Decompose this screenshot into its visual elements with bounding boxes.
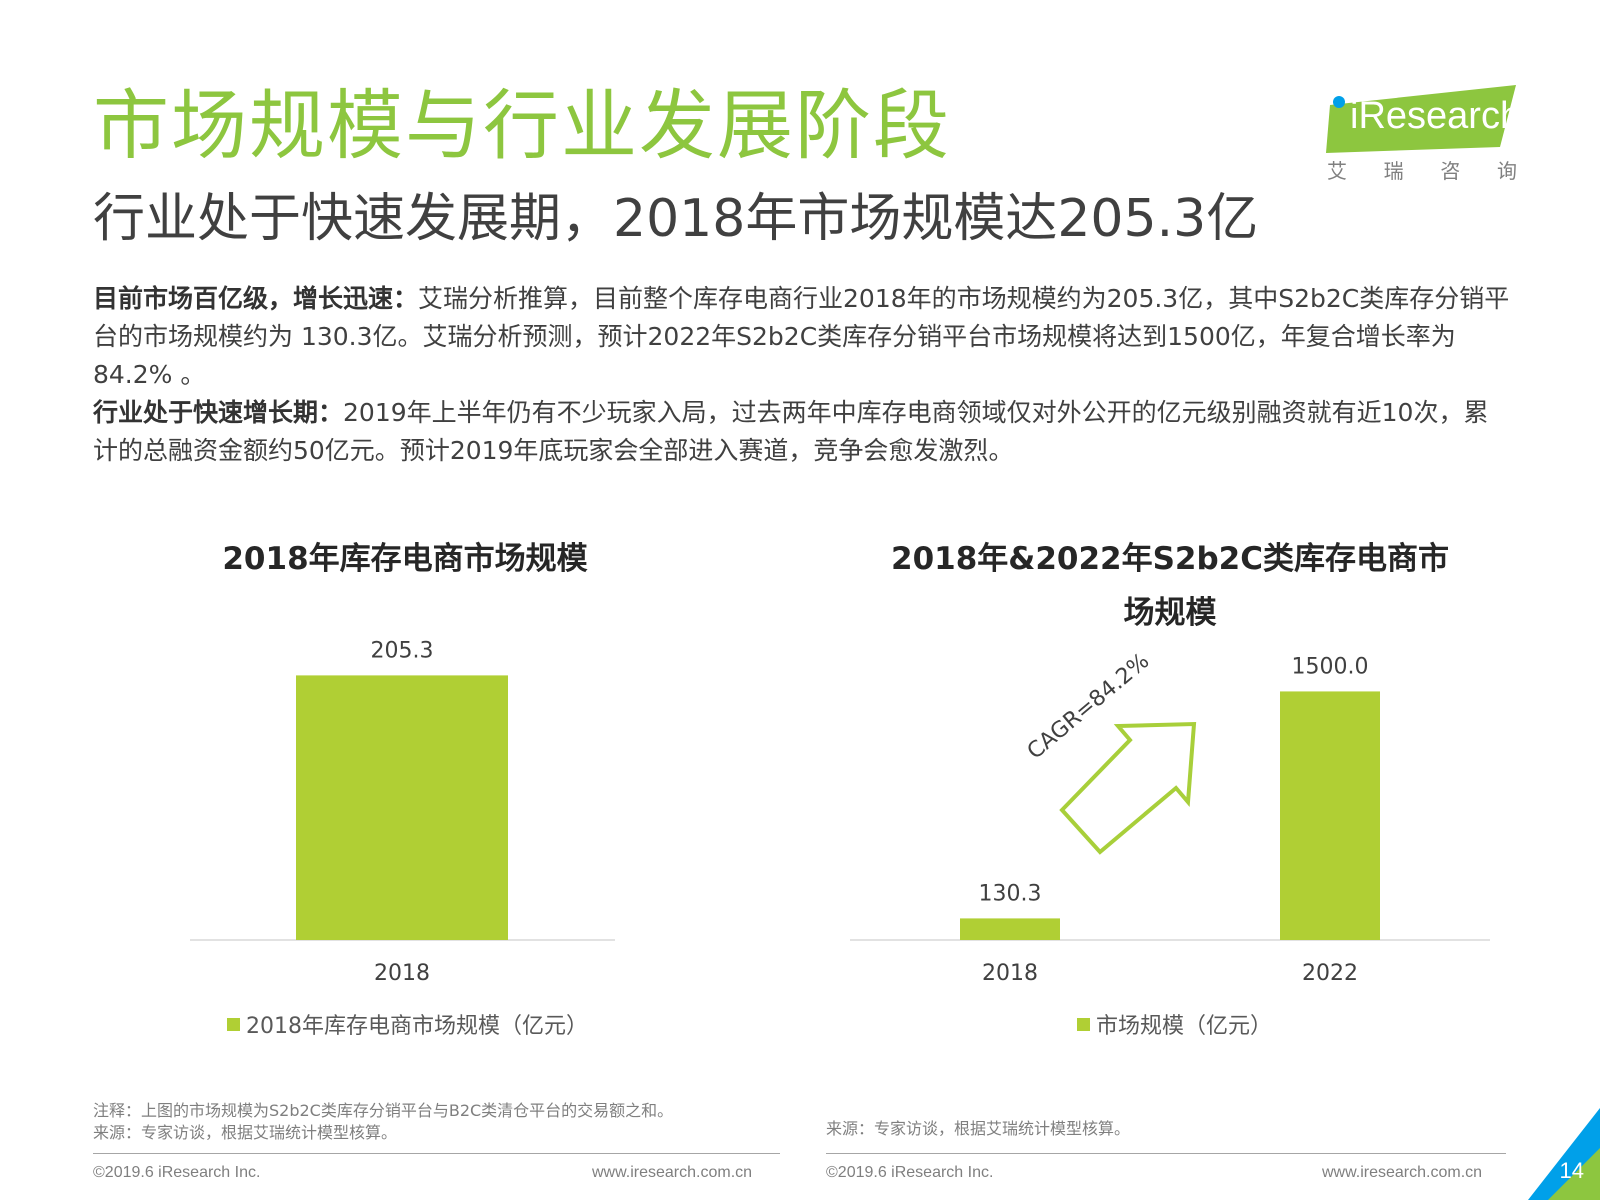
page-number: 14 — [1559, 1158, 1584, 1183]
legend-swatch — [227, 1017, 240, 1031]
logo-char: 瑞 — [1383, 159, 1404, 183]
chart2-legend: 市场规模（亿元） — [1077, 1008, 1272, 1040]
footer-url-right[interactable]: www.iresearch.com.cn — [1322, 1164, 1483, 1181]
paragraph-growth-stage: 行业处于快速增长期：2019年上半年仍有不少玩家入局，过去两年中库存电商领域仅对… — [93, 394, 1513, 470]
bar — [1280, 691, 1380, 940]
legend-swatch — [1077, 1017, 1090, 1031]
logo-brand-text: iResearch — [1350, 95, 1522, 137]
footer-url-left[interactable]: www.iresearch.com.cn — [592, 1164, 753, 1181]
cagr-arrow-icon — [1059, 721, 1197, 855]
footer-divider-right — [826, 1153, 1506, 1154]
chart1-title: 2018年库存电商市场规模 — [222, 541, 588, 577]
page-title: 市场规模与行业发展阶段 — [93, 81, 951, 170]
logo-char: 艾 — [1327, 159, 1347, 183]
legend-label: 市场规模（亿元） — [1096, 1014, 1273, 1039]
paragraph-content: 2019年上半年仍有不少玩家入局，过去两年中库存电商领域仅对外公开的亿元级别融资… — [93, 398, 1489, 465]
paragraph-content: 艾瑞分析推算，目前整个库存电商行业2018年的市场规模约为205.3亿，其中S2… — [93, 284, 1510, 389]
data-label: 205.3 — [371, 638, 434, 663]
footer-divider-left — [93, 1153, 780, 1154]
footer-copyright-left: ©2019.6 iResearch Inc. — [93, 1164, 261, 1181]
logo-shape-icon — [1326, 85, 1516, 153]
iresearch-logo: iResearch 艾 瑞 咨 询 — [1320, 85, 1522, 185]
paragraph-lead: 行业处于快速增长期： — [93, 398, 344, 427]
chart-note: 注释：上图的市场规模为S2b2C类库存分销平台与B2C类清仓平台的交易额之和。 — [93, 1101, 674, 1120]
body-text: 目前市场百亿级，增长迅速：艾瑞分析推算，目前整个库存电商行业2018年的市场规模… — [93, 280, 1513, 470]
logo-chinese-name: 艾 瑞 咨 询 — [1327, 155, 1517, 184]
source-note-left: 来源：专家访谈，根据艾瑞统计模型核算。 — [93, 1123, 398, 1142]
chart1-plot: 205.3 2018 — [190, 638, 615, 986]
page-subtitle: 行业处于快速发展期，2018年市场规模达205.3亿 — [93, 189, 1259, 249]
footer-copyright-right: ©2019.6 iResearch Inc. — [826, 1164, 994, 1181]
logo-char: 询 — [1496, 159, 1517, 183]
chart1-legend: 2018年库存电商市场规模（亿元） — [227, 1008, 588, 1040]
x-tick-label: 2018 — [982, 961, 1038, 986]
legend-label: 2018年库存电商市场规模（亿元） — [246, 1014, 588, 1039]
x-tick-label: 2018 — [374, 961, 430, 986]
bar — [960, 918, 1060, 940]
paragraph-market-size: 目前市场百亿级，增长迅速：艾瑞分析推算，目前整个库存电商行业2018年的市场规模… — [93, 280, 1513, 394]
data-label: 1500.0 — [1292, 654, 1369, 679]
logo-char: 咨 — [1440, 159, 1461, 183]
paragraph-lead: 目前市场百亿级，增长迅速： — [93, 284, 419, 313]
source-note-right: 来源：专家访谈，根据艾瑞统计模型核算。 — [826, 1119, 1131, 1138]
x-tick-label: 2022 — [1302, 961, 1358, 986]
chart2-title: 2018年&2022年S2b2C类库存电商市场规模 — [891, 541, 1449, 631]
corner-decoration-icon — [1528, 1108, 1600, 1200]
bar — [296, 675, 508, 940]
data-label: 130.3 — [979, 881, 1042, 906]
